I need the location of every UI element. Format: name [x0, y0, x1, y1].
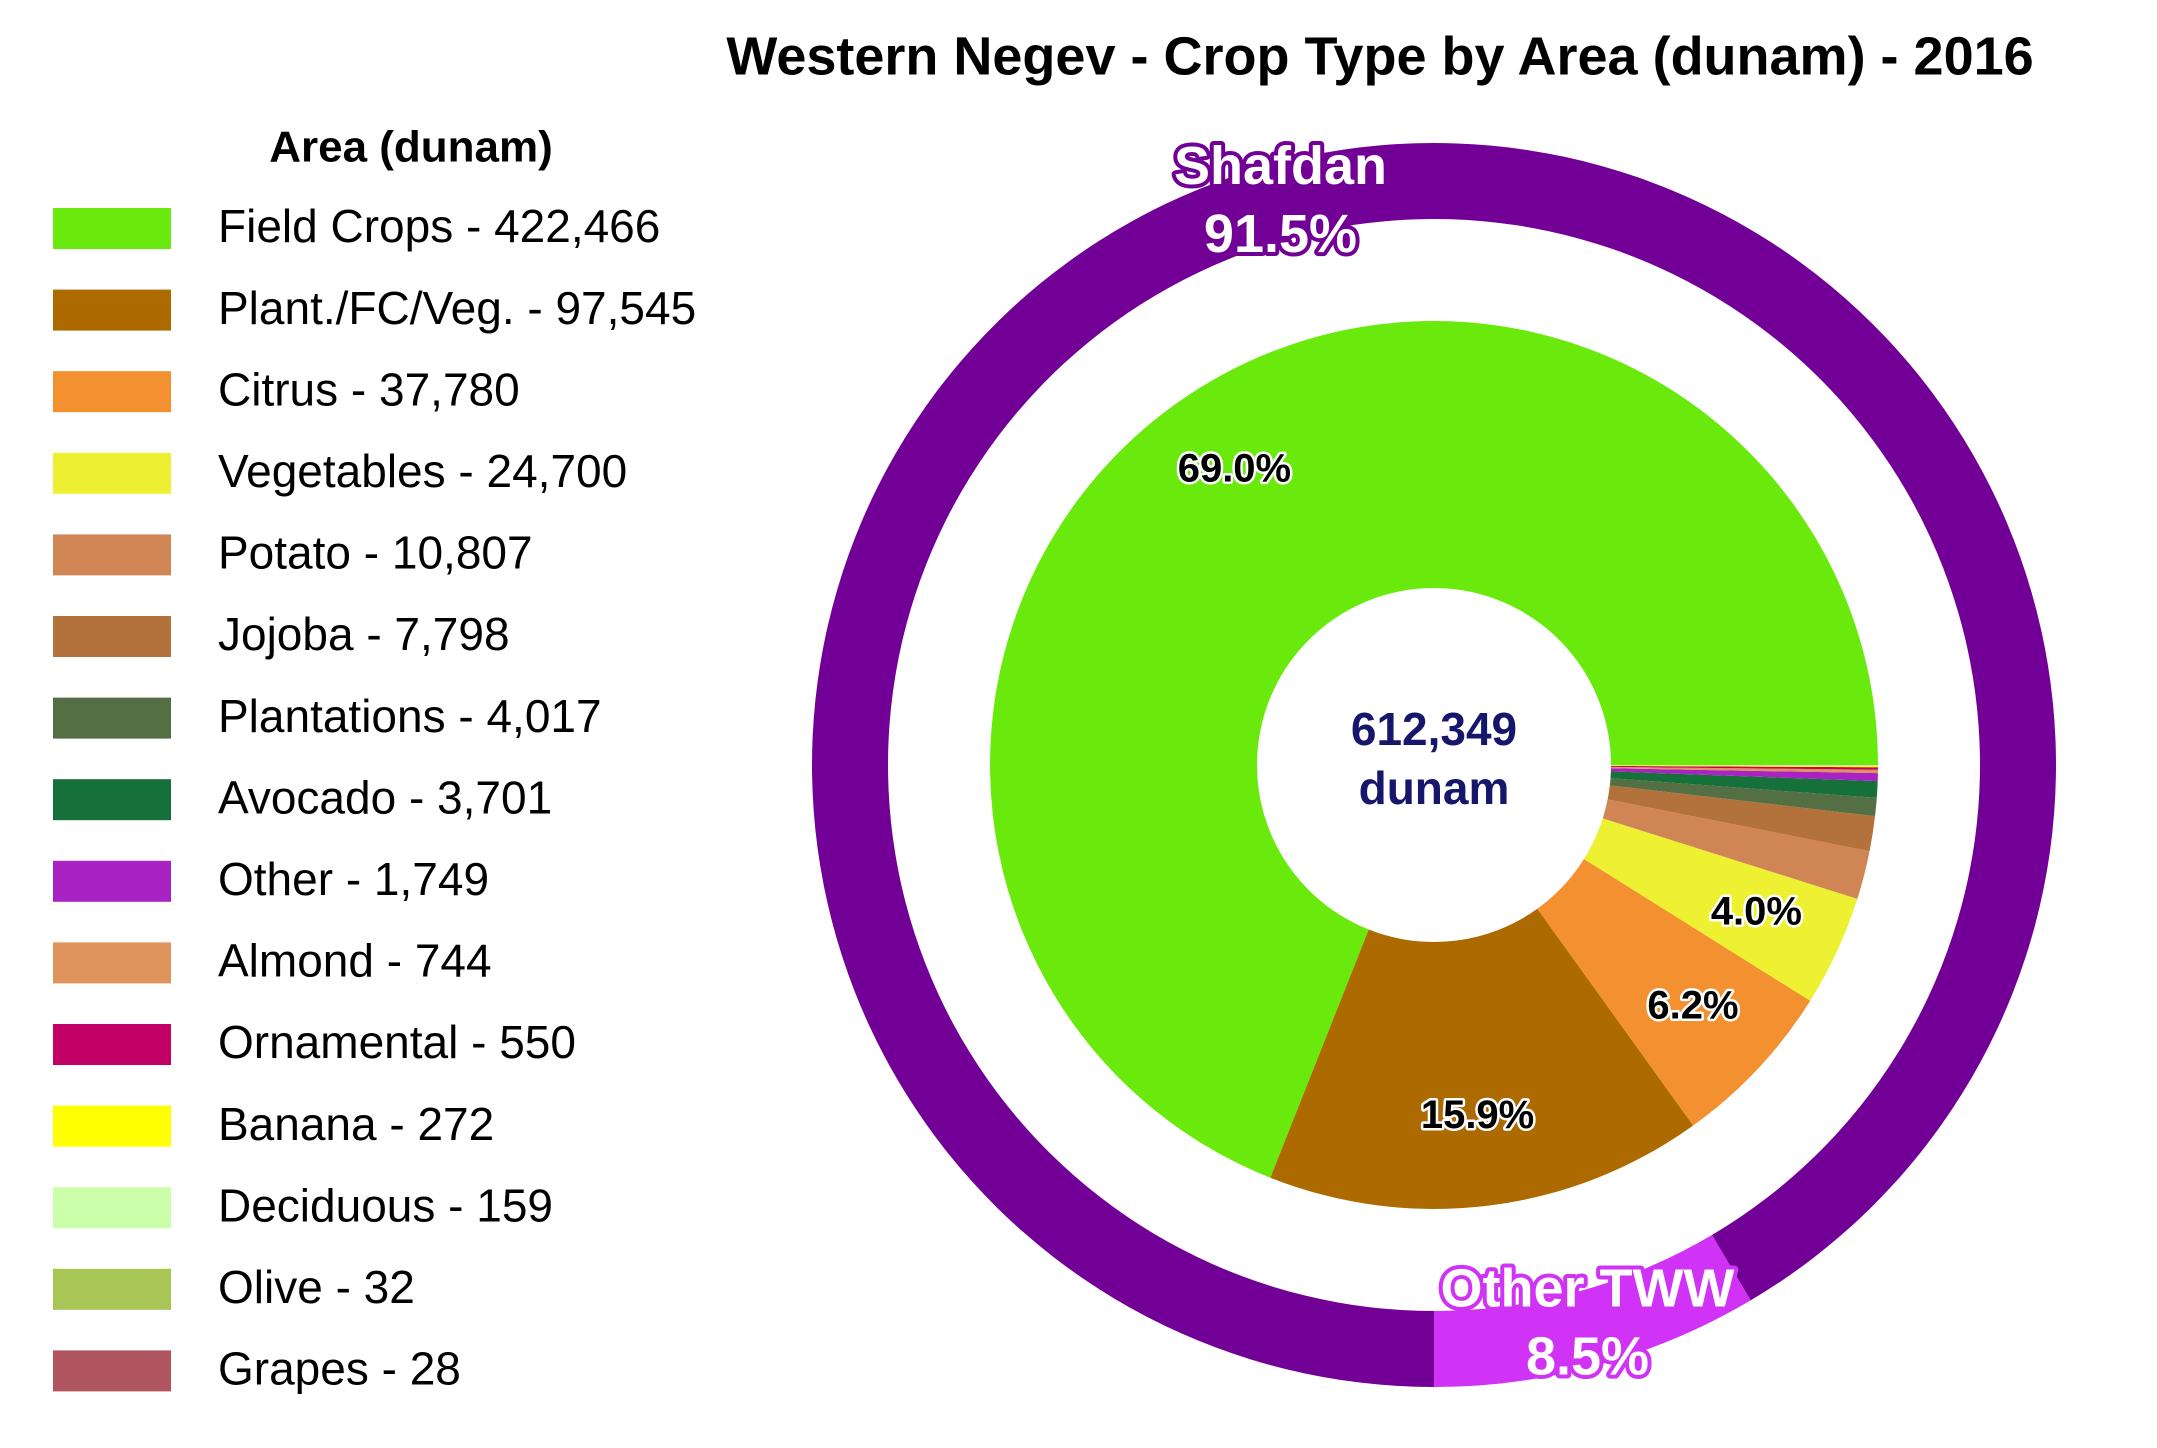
center-label: dunam	[1359, 762, 1510, 814]
legend-label: Field Crops - 422,466	[218, 200, 660, 252]
ring-segment	[1434, 1234, 1751, 1387]
slice-label: 6.2%	[1647, 984, 1738, 1028]
legend-swatch	[53, 1024, 171, 1065]
legend-swatch	[53, 1268, 171, 1310]
ring-label: Other TWW	[1441, 1258, 1735, 1318]
pie-slice	[1609, 778, 1877, 817]
legend-swatch	[53, 860, 171, 902]
legend-label: Plant./FC/Veg. - 97,545	[218, 282, 696, 334]
legend-label: Ornamental - 550	[218, 1016, 576, 1068]
legend-swatch	[53, 452, 171, 494]
legend-label: Potato - 10,807	[218, 527, 533, 579]
legend-swatch	[53, 534, 171, 576]
legend-label: Jojoba - 7,798	[218, 608, 510, 660]
legend-swatch	[53, 371, 171, 413]
legend-swatch	[53, 779, 171, 821]
legend-label: Vegetables - 24,700	[218, 445, 627, 497]
slice-label: 4.0%	[1711, 890, 1802, 934]
legend-label: Olive - 32	[218, 1261, 415, 1313]
legend-label: Almond - 744	[218, 935, 492, 987]
pie-slice	[1607, 785, 1876, 852]
legend-label: Banana - 272	[218, 1098, 494, 1150]
pie-slice	[1583, 818, 1858, 1001]
pie-slice	[1610, 765, 1878, 766]
pie-slice	[1537, 858, 1811, 1126]
pie-slice	[1610, 771, 1878, 798]
pie-slice	[1610, 765, 1878, 770]
legend-swatch	[53, 1105, 171, 1147]
legend-label: Citrus - 37,780	[218, 363, 520, 415]
legend-title: Area (dunam)	[269, 123, 553, 172]
pie-slice	[1610, 765, 1878, 768]
ring-value-label: 91.5%	[1204, 204, 1357, 264]
legend-swatch	[53, 289, 171, 331]
center-label: 612,349	[1351, 703, 1517, 755]
legend-swatch	[53, 697, 171, 739]
pie-slice	[1602, 799, 1870, 899]
legend-swatch	[53, 1187, 171, 1229]
legend-swatch	[53, 616, 171, 657]
slice-label: 15.9%	[1421, 1093, 1534, 1137]
legend-label: Plantations - 4,017	[218, 690, 602, 742]
legend-label: Grapes - 28	[218, 1343, 461, 1395]
pie-slice	[1270, 908, 1694, 1209]
ring-value-label: 8.5%	[1526, 1326, 1649, 1386]
legend-swatch	[53, 1350, 171, 1392]
legend-swatch	[53, 208, 171, 249]
chart-title: Western Negev - Crop Type by Area (dunam…	[726, 26, 2033, 86]
pie-slice	[1610, 766, 1878, 774]
slice-label: 69.0%	[1178, 447, 1291, 491]
legend-label: Deciduous - 159	[218, 1179, 553, 1231]
legend-label: Other - 1,749	[218, 853, 489, 905]
ring-label: Shafdan	[1174, 136, 1387, 196]
pie-slice	[990, 321, 1878, 1178]
legend-label: Avocado - 3,701	[218, 771, 552, 823]
legend-swatch	[53, 942, 171, 984]
pie-slice	[1610, 768, 1878, 782]
